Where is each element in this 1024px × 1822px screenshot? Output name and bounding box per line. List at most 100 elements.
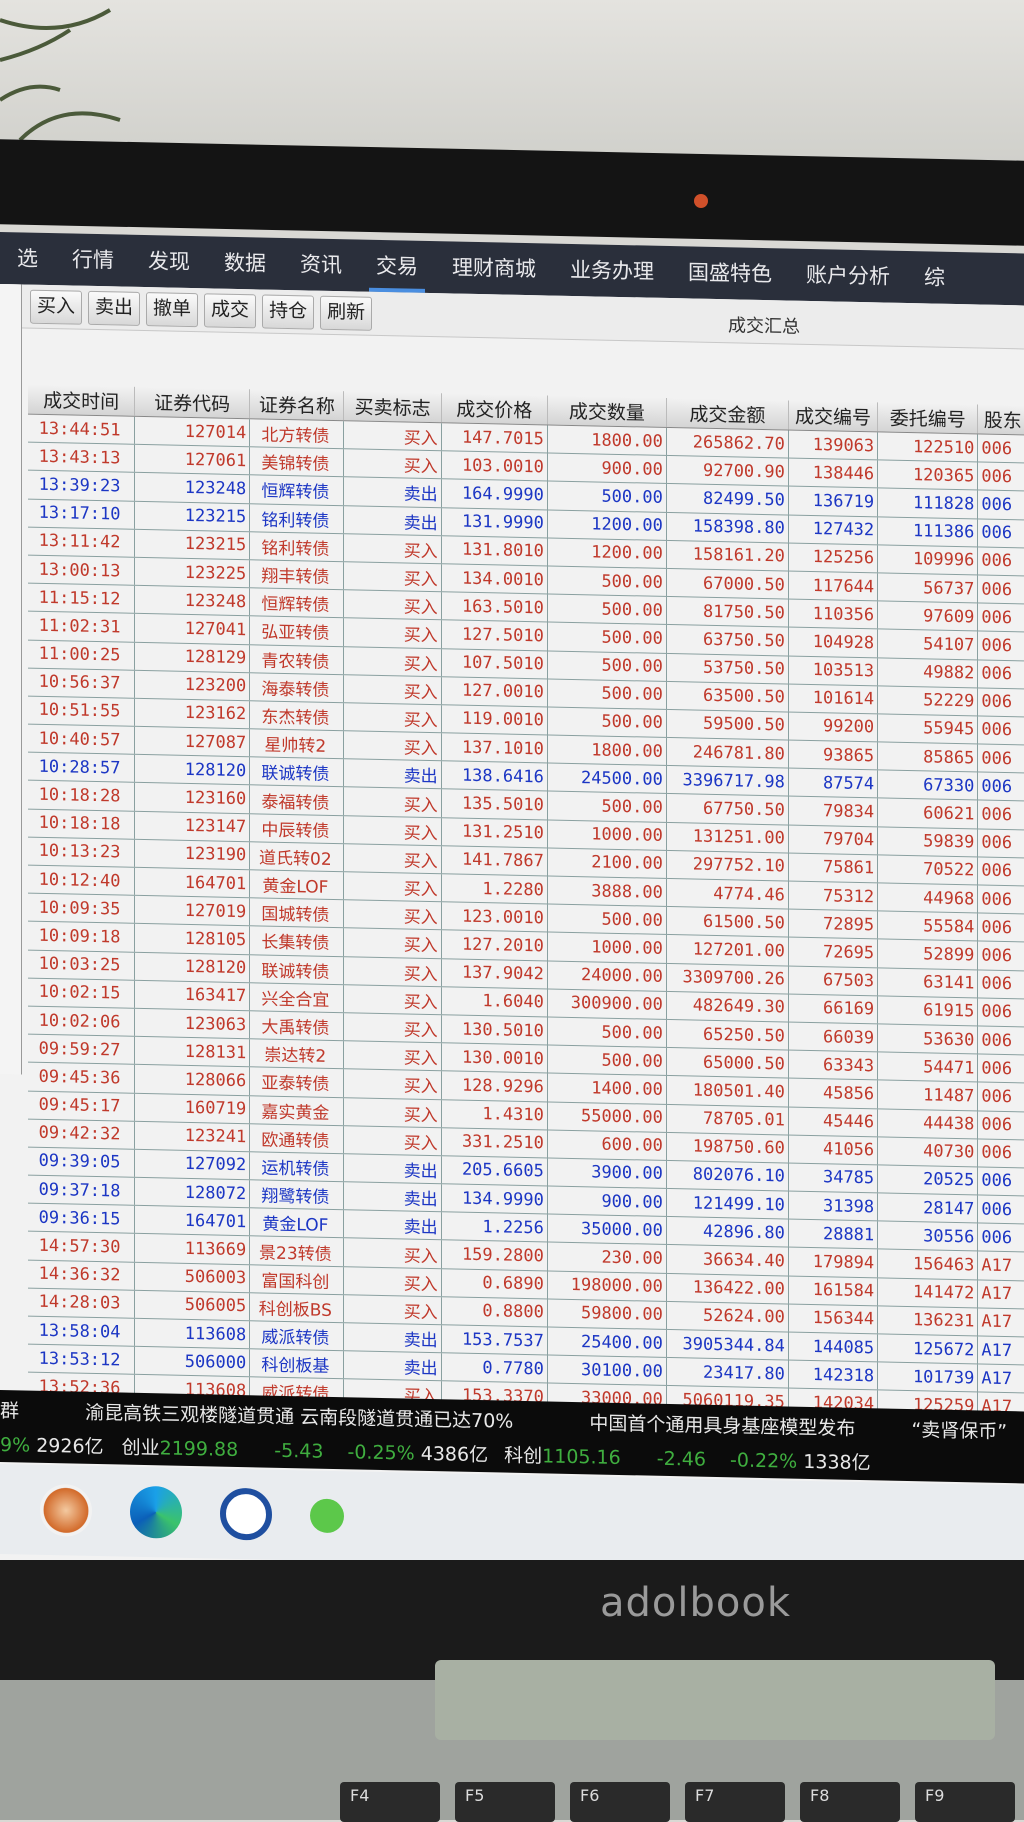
refresh-button[interactable]: 刷新	[320, 295, 373, 331]
function-key[interactable]: F6	[570, 1782, 670, 1822]
nav-item[interactable]: 发现	[148, 249, 190, 274]
table-cell: 翔丰转债	[250, 560, 345, 590]
table-cell: 1.6040	[441, 987, 548, 1017]
nav-item[interactable]: 行情	[72, 247, 114, 273]
table-cell: 09:45:17	[28, 1091, 136, 1121]
positions-button[interactable]: 持仓	[262, 293, 315, 330]
table-cell: 006	[978, 1110, 1024, 1140]
table-cell: 34785	[788, 1163, 879, 1193]
left-panel-scrollbar[interactable]	[0, 284, 22, 1075]
nav-item[interactable]: 账户分析	[806, 262, 890, 289]
table-cell: 128120	[135, 755, 251, 785]
table-cell: 006	[978, 603, 1024, 632]
table-cell: 53630	[878, 1024, 979, 1054]
table-cell: 1800.00	[547, 735, 667, 766]
table-cell: 123241	[135, 1121, 251, 1152]
nav-item[interactable]: 理财商城	[452, 255, 536, 282]
table-cell: 127092	[135, 1149, 251, 1180]
table-cell: 海泰转债	[250, 672, 345, 703]
music-app-icon[interactable]	[40, 1483, 92, 1537]
buy-button[interactable]: 买入	[30, 289, 83, 325]
column-header[interactable]: 成交时间	[28, 384, 136, 416]
table-cell: 联诚转债	[250, 954, 345, 984]
table-cell: 1.2280	[441, 874, 548, 904]
nav-item[interactable]: 资讯	[300, 252, 342, 278]
table-cell: 23417.80	[666, 1358, 789, 1388]
star-volume: 1338亿	[803, 1450, 871, 1475]
table-cell: 10:28:57	[28, 752, 136, 783]
table-cell: 买入	[344, 1295, 442, 1325]
trades-table: 成交时间 证券代码 证券名称 买卖标志 成交价格 成交数量 成交金额 成交编号 委托编号 股东 1…	[28, 384, 1024, 1423]
trading-app-icon[interactable]	[220, 1487, 272, 1541]
table-cell: 006	[978, 1026, 1024, 1055]
nav-item[interactable]: 交易	[359, 240, 435, 294]
table-cell: 128072	[135, 1177, 251, 1208]
column-header[interactable]: 证券代码	[135, 386, 251, 419]
table-cell: 82499.50	[666, 484, 789, 515]
table-cell: 123160	[135, 783, 251, 813]
table-cell: 81750.50	[666, 597, 789, 627]
table-cell: 500.00	[547, 1017, 667, 1048]
function-key[interactable]: F8	[800, 1782, 900, 1822]
column-header[interactable]: 证券名称	[250, 389, 345, 421]
table-cell: 铭利转债	[250, 531, 345, 562]
function-key[interactable]: F7	[685, 1782, 785, 1822]
nav-item[interactable]: 国盛特色	[688, 260, 772, 287]
news-item[interactable]: 中国首个通用具身基座模型发布	[589, 1412, 856, 1440]
table-cell: 13:43:13	[28, 442, 136, 473]
function-key[interactable]: F4	[340, 1782, 440, 1822]
table-cell: 1400.00	[547, 1073, 667, 1104]
cancel-order-button[interactable]: 撤单	[146, 291, 199, 327]
table-cell: 卖出	[344, 759, 442, 789]
table-cell: 136719	[788, 486, 879, 516]
nav-item[interactable]: 综	[924, 265, 945, 290]
table-cell: 61915	[878, 996, 979, 1026]
table-cell: 10:09:18	[28, 921, 136, 952]
edge-browser-icon[interactable]	[130, 1485, 182, 1539]
column-header[interactable]: 成交金额	[666, 397, 789, 430]
table-cell: 买入	[344, 787, 442, 817]
table-cell: 49882	[878, 657, 979, 688]
table-cell: 13:58:04	[28, 1316, 136, 1347]
table-cell: 246781.80	[666, 738, 789, 768]
table-cell: 威派转债	[250, 1321, 345, 1351]
column-header[interactable]: 委托编号	[878, 402, 979, 434]
table-cell: 75861	[788, 853, 879, 883]
table-cell: 85865	[878, 742, 979, 772]
table-cell: 3888.00	[547, 876, 667, 907]
table-cell: 买入	[344, 703, 442, 733]
table-cell: 500.00	[547, 679, 667, 709]
table-cell: 125256	[788, 543, 879, 573]
nav-item[interactable]: 数据	[224, 250, 266, 276]
news-item[interactable]: 渝昆高铁三观楼隧道贯通 云南段隧道贯通已达70%	[85, 1401, 514, 1433]
table-cell: 13:17:10	[28, 499, 136, 529]
sell-button[interactable]: 卖出	[88, 290, 141, 326]
column-header[interactable]: 成交编号	[788, 400, 879, 432]
column-header[interactable]: 成交数量	[547, 395, 667, 427]
news-item[interactable]: “卖肾保币”	[911, 1419, 1008, 1444]
column-header[interactable]: 股东	[978, 404, 1024, 435]
trades-button[interactable]: 成交	[204, 292, 257, 328]
table-cell: 1.4310	[441, 1099, 548, 1130]
chinext-label: 创业	[121, 1436, 160, 1460]
table-cell: 104928	[788, 627, 879, 657]
wechat-icon[interactable]	[310, 1498, 344, 1534]
table-cell: 63500.50	[666, 681, 789, 712]
table-cell: 2100.00	[547, 848, 667, 878]
column-header[interactable]: 买卖标志	[344, 391, 442, 423]
nav-item[interactable]: 选	[17, 246, 38, 271]
function-key[interactable]: F5	[455, 1782, 555, 1822]
table-cell: 13:11:42	[28, 527, 136, 557]
column-header[interactable]: 成交价格	[441, 393, 548, 425]
table-cell: 北方转债	[250, 419, 345, 449]
table-cell: 青农转债	[250, 644, 345, 674]
function-key[interactable]: F9	[915, 1782, 1015, 1822]
news-item[interactable]: 群	[0, 1400, 20, 1423]
nav-item[interactable]: 业务办理	[570, 257, 654, 284]
table-cell: 006	[978, 519, 1024, 548]
table-cell: 802076.10	[666, 1160, 789, 1191]
table-cell: 164701	[135, 1206, 251, 1236]
table-cell: 13:44:51	[28, 414, 136, 445]
table-cell: 123248	[135, 473, 251, 503]
table-cell: 122510	[878, 432, 979, 462]
